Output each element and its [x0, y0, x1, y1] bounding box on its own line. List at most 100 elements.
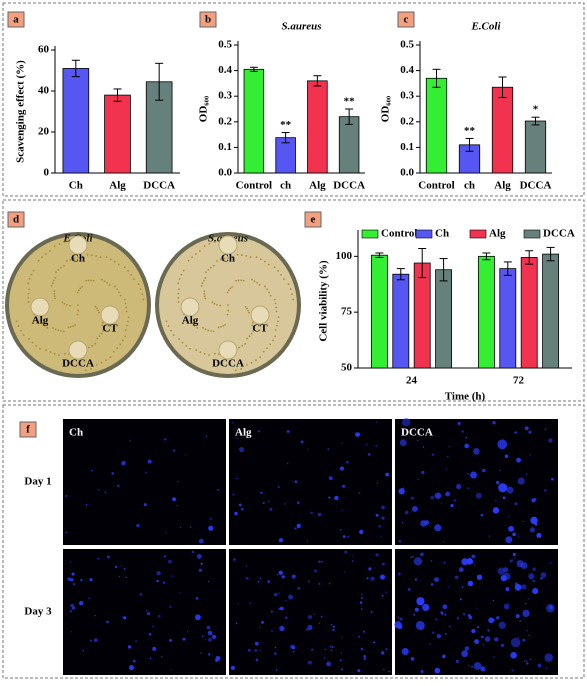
bar — [392, 273, 410, 369]
cell-dot — [72, 582, 76, 586]
cell-dot — [470, 665, 474, 668]
colony — [208, 243, 211, 245]
cell-dot — [514, 431, 517, 434]
cell-dot — [413, 613, 416, 616]
colony — [86, 253, 89, 256]
cell-dot — [515, 588, 518, 590]
panel-letter-box — [397, 11, 415, 28]
cell-dot — [434, 524, 442, 532]
colony — [274, 329, 277, 331]
colony — [73, 257, 76, 260]
colony — [84, 369, 87, 372]
colony — [97, 309, 100, 312]
annotation: ** — [344, 96, 356, 108]
colony — [39, 319, 42, 322]
cell-dot — [434, 577, 439, 582]
colony — [289, 288, 292, 291]
cell-dot — [363, 655, 367, 658]
cell-dot — [461, 558, 469, 566]
bar — [413, 262, 431, 369]
cell-dot — [424, 520, 430, 525]
x-tick-label: Control — [418, 180, 454, 192]
colony — [92, 279, 95, 282]
cell-dot — [420, 552, 424, 557]
cell-dot — [368, 567, 372, 571]
colony — [200, 285, 203, 287]
cell-dot — [505, 606, 507, 608]
y-axis-label: OD₆₀₀ — [380, 95, 392, 122]
colony — [236, 253, 239, 256]
row-label: Day 3 — [24, 606, 52, 618]
colony — [31, 341, 34, 344]
cell-dot — [357, 635, 360, 638]
colony — [276, 324, 278, 327]
cell-dot — [528, 573, 535, 580]
cell-dot — [294, 527, 297, 530]
cell-dot — [98, 489, 100, 491]
colony — [242, 279, 245, 282]
cell-dot — [144, 471, 147, 474]
colony — [258, 284, 261, 286]
error-bar — [482, 252, 491, 261]
cell-dot — [352, 555, 354, 557]
cell-dot — [447, 456, 449, 458]
colony — [244, 342, 247, 345]
colony — [204, 277, 207, 279]
panel-letter-box — [7, 11, 25, 28]
cell-dot — [89, 639, 92, 642]
cell-dot — [198, 538, 204, 544]
colony — [229, 287, 232, 290]
cell-dot — [467, 614, 471, 617]
cell-dot — [331, 646, 334, 649]
colony — [247, 309, 250, 312]
colony — [116, 347, 119, 350]
cell-dot — [493, 656, 495, 658]
colony — [237, 279, 240, 282]
colony — [246, 337, 249, 340]
x-tick-label: Control — [236, 180, 272, 192]
bar — [104, 94, 131, 174]
colony — [96, 337, 99, 340]
cell-dot — [240, 507, 244, 511]
y-tick-label: 0.2 — [218, 115, 232, 127]
colony — [65, 303, 68, 306]
cell-dot — [231, 422, 234, 424]
colony — [211, 301, 214, 304]
cell-dot — [328, 496, 331, 499]
cell-dot — [327, 448, 330, 450]
cell-dot — [482, 644, 485, 646]
cell-dot — [420, 627, 423, 630]
colony — [263, 260, 266, 263]
colony — [255, 359, 257, 362]
zone — [218, 235, 238, 255]
colony — [199, 351, 202, 354]
cell-dot — [152, 646, 157, 651]
colony — [127, 316, 130, 319]
bar — [338, 116, 360, 174]
cell-dot — [461, 585, 464, 588]
colony — [28, 288, 30, 291]
cell-dot — [341, 668, 344, 671]
cell-dot — [307, 660, 312, 665]
cell-dot — [205, 639, 207, 641]
cell-dot — [200, 652, 202, 654]
cell-dot — [324, 648, 326, 651]
y-axis-label: Cell viability (%) — [318, 260, 330, 342]
colony — [77, 289, 80, 292]
cell-dot — [517, 535, 520, 538]
cell-dot — [503, 603, 510, 610]
cell-dot — [106, 620, 109, 624]
error-bar — [465, 137, 474, 152]
cell-dot — [412, 505, 418, 512]
cell-dot — [158, 614, 161, 618]
cell-dot — [495, 499, 497, 502]
cell-dot — [484, 636, 491, 642]
colony — [53, 352, 56, 355]
cell-dot — [235, 477, 238, 480]
cell-dot — [495, 480, 500, 485]
cell-dot — [358, 492, 361, 494]
zone — [250, 305, 270, 325]
colony — [199, 250, 201, 252]
cell-dot — [361, 596, 363, 599]
cell-dot — [284, 503, 286, 505]
